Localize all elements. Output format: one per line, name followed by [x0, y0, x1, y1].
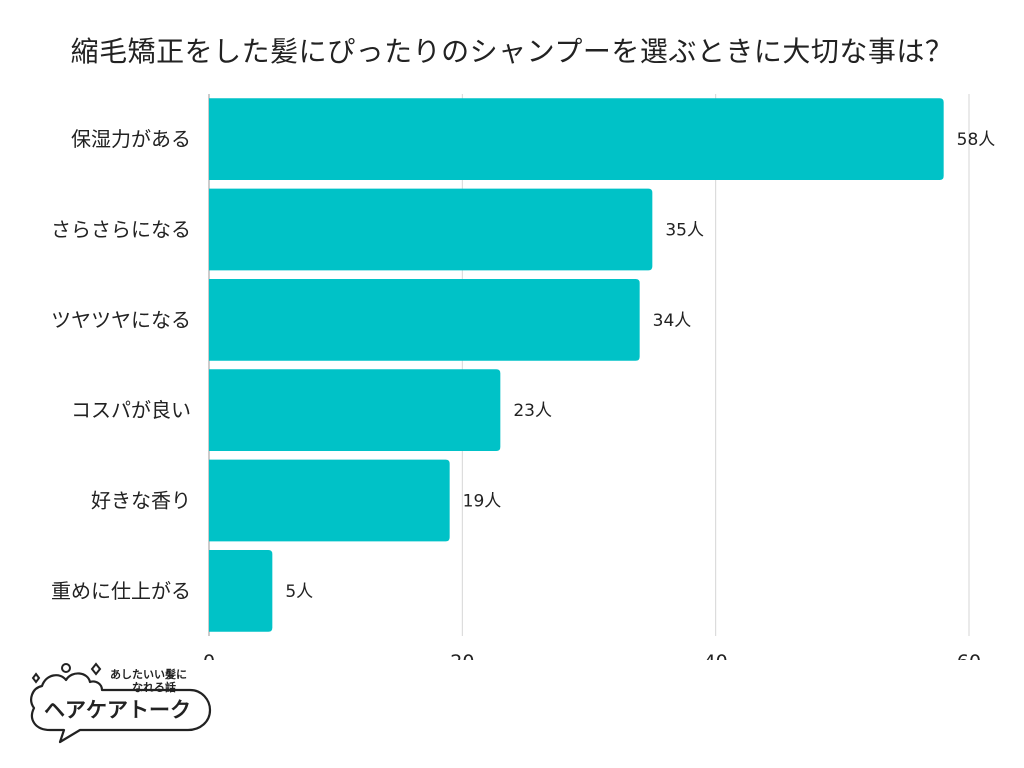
- category-label: 好きな香り: [91, 489, 191, 513]
- logo-bubble-outline: [30, 672, 212, 744]
- logo-sparkle-dot: [61, 663, 71, 673]
- x-tick-label: 20: [450, 651, 474, 660]
- x-tick-label: 0: [203, 651, 215, 660]
- bar: [209, 278, 640, 361]
- bar: [209, 98, 944, 181]
- logo-tagline-2: なれる話: [132, 680, 176, 694]
- gridlines: [208, 94, 970, 636]
- x-tick-label: 60: [957, 651, 981, 660]
- category-label: さらさらになる: [51, 218, 191, 242]
- data-label: 19人: [463, 492, 502, 512]
- logo-name: ヘアケアトーク: [44, 698, 191, 722]
- category-label: コスパが良い: [71, 398, 191, 422]
- data-label: 34人: [653, 311, 692, 331]
- chart-title: 縮毛矯正をした髪にぴったりのシャンプーを選ぶときに大切な事は？: [70, 35, 954, 68]
- category-label: 保湿力がある: [71, 127, 191, 151]
- data-label: 5人: [285, 582, 313, 602]
- bar: [209, 369, 501, 452]
- category-label: ツヤツヤになる: [51, 308, 191, 332]
- category-label: 重めに仕上がる: [51, 579, 191, 603]
- data-label: 35人: [665, 221, 704, 241]
- logo-sparkle-diamond-small: [31, 672, 41, 684]
- hair-care-talk-logo: あしたいい髪に なれる話 ヘアケアトーク: [30, 662, 212, 744]
- x-tick-label: 40: [704, 651, 728, 660]
- bar: [209, 188, 653, 271]
- data-label: 58人: [957, 130, 996, 150]
- bars: [209, 98, 944, 632]
- bar: [209, 459, 450, 542]
- data-label: 23人: [513, 401, 552, 421]
- logo-sparkle-diamond: [90, 662, 102, 676]
- logo-tagline-1: あしたいい髪に: [110, 667, 187, 681]
- bar: [209, 549, 273, 632]
